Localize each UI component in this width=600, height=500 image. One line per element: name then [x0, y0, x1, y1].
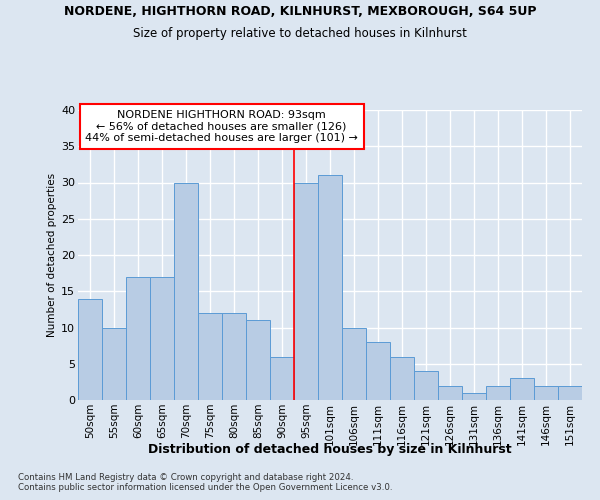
- Bar: [558, 386, 582, 400]
- Bar: [174, 182, 198, 400]
- Bar: [438, 386, 462, 400]
- Bar: [462, 393, 486, 400]
- Bar: [342, 328, 366, 400]
- Text: Contains public sector information licensed under the Open Government Licence v3: Contains public sector information licen…: [18, 484, 392, 492]
- Bar: [150, 277, 174, 400]
- Bar: [126, 277, 150, 400]
- Bar: [222, 313, 246, 400]
- Bar: [318, 176, 342, 400]
- Text: Distribution of detached houses by size in Kilnhurst: Distribution of detached houses by size …: [148, 442, 512, 456]
- Bar: [510, 378, 534, 400]
- Bar: [198, 313, 222, 400]
- Text: Size of property relative to detached houses in Kilnhurst: Size of property relative to detached ho…: [133, 28, 467, 40]
- Y-axis label: Number of detached properties: Number of detached properties: [47, 173, 57, 337]
- Bar: [246, 320, 270, 400]
- Bar: [486, 386, 510, 400]
- Bar: [534, 386, 558, 400]
- Bar: [390, 356, 414, 400]
- Bar: [366, 342, 390, 400]
- Bar: [414, 371, 438, 400]
- Bar: [270, 356, 294, 400]
- Bar: [294, 182, 318, 400]
- Text: NORDENE, HIGHTHORN ROAD, KILNHURST, MEXBOROUGH, S64 5UP: NORDENE, HIGHTHORN ROAD, KILNHURST, MEXB…: [64, 5, 536, 18]
- Text: Contains HM Land Registry data © Crown copyright and database right 2024.: Contains HM Land Registry data © Crown c…: [18, 472, 353, 482]
- Text: NORDENE HIGHTHORN ROAD: 93sqm
← 56% of detached houses are smaller (126)
44% of : NORDENE HIGHTHORN ROAD: 93sqm ← 56% of d…: [85, 110, 358, 143]
- Bar: [78, 298, 102, 400]
- Bar: [102, 328, 126, 400]
